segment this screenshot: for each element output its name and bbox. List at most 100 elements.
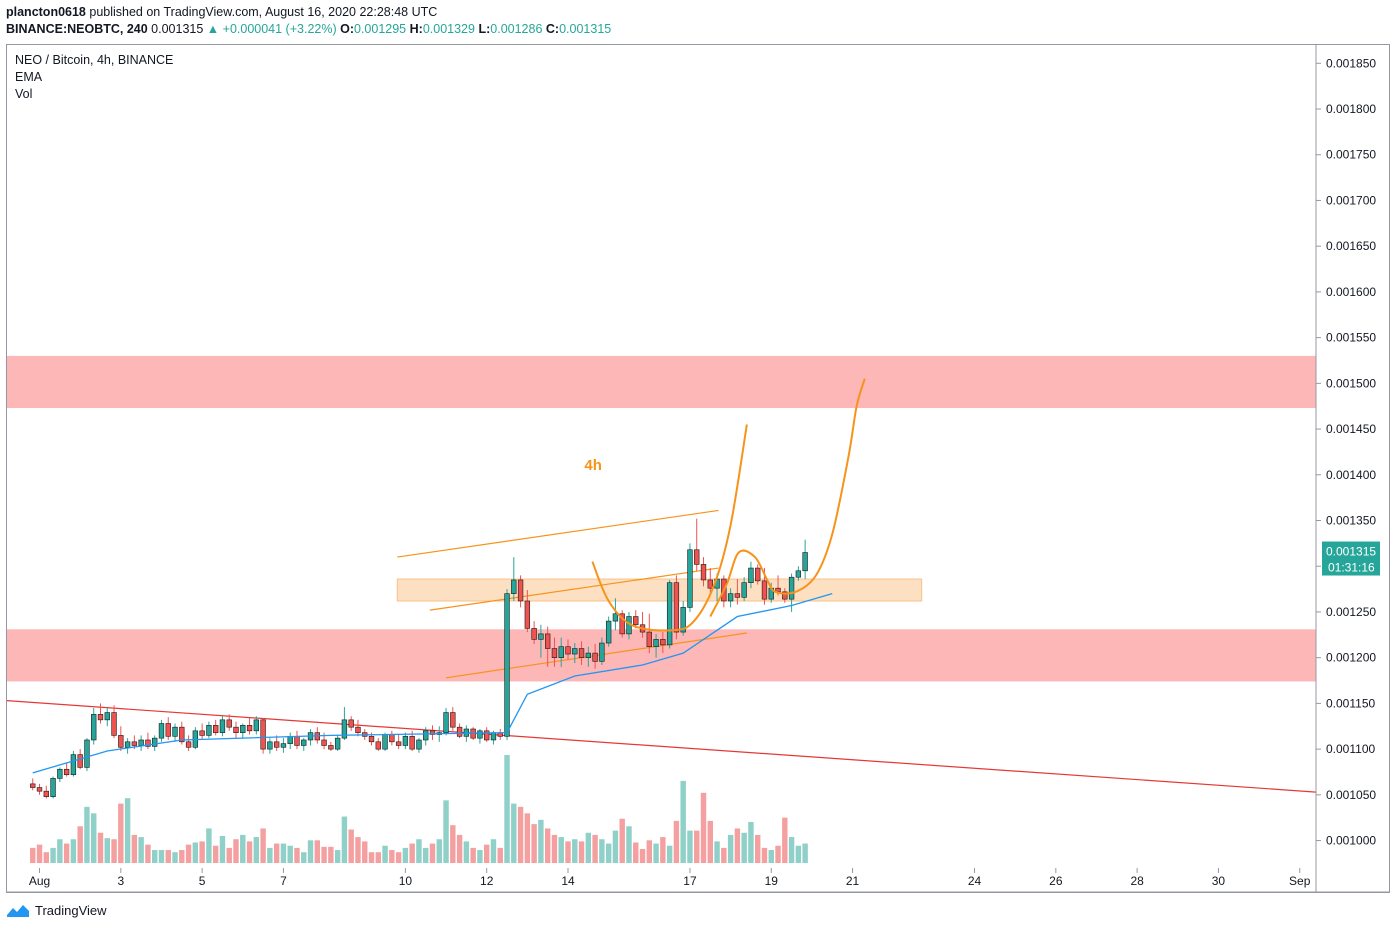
- volume-bar: [314, 840, 321, 863]
- channel-mid-trendline: [429, 567, 719, 611]
- candle-body: [63, 768, 70, 776]
- candle-body: [490, 732, 497, 741]
- time-tick-label: 12: [480, 874, 494, 888]
- candle-body: [748, 567, 754, 583]
- last-price: 0.001315: [151, 22, 204, 36]
- candle-body: [158, 723, 165, 739]
- volume-bar: [226, 847, 232, 863]
- volume-bar: [483, 844, 490, 863]
- volume-bar: [111, 839, 117, 863]
- volume-bar: [775, 845, 781, 863]
- candle-body: [429, 730, 436, 735]
- candle-body: [389, 734, 395, 743]
- candle-body: [802, 552, 808, 572]
- candle-body: [395, 741, 402, 746]
- volume-bar: [301, 852, 307, 863]
- candle-body: [240, 725, 246, 733]
- volume-bar: [199, 841, 205, 863]
- volume-bar: [741, 832, 747, 863]
- volume-bar: [565, 841, 571, 863]
- volume-bar: [531, 824, 537, 863]
- legend-ema[interactable]: EMA: [15, 70, 43, 84]
- publish-header: plancton0618 published on TradingView.co…: [6, 4, 611, 38]
- volume-bar: [761, 847, 768, 863]
- resistance-zone: [7, 355, 1316, 409]
- volume-bar: [355, 837, 361, 863]
- candle-body: [653, 639, 659, 648]
- volume-bar: [572, 839, 578, 863]
- candle-body: [694, 549, 700, 565]
- time-tick-label: 14: [561, 874, 575, 888]
- candle-body: [423, 730, 429, 741]
- badge-price: 0.001315: [1326, 545, 1376, 559]
- candle-body: [734, 593, 741, 598]
- last-price-badge: 0.001315 01:31:16: [1322, 541, 1380, 576]
- volume-bar: [131, 834, 138, 863]
- time-tick-label: Aug: [29, 874, 50, 888]
- price-tick-label: 0.001200: [1326, 651, 1376, 665]
- volume-bar: [666, 845, 673, 863]
- candle-body: [545, 633, 551, 649]
- price-tick-label: 0.001250: [1326, 605, 1376, 619]
- candle-body: [585, 652, 591, 658]
- candle-body: [199, 730, 205, 736]
- candle-body: [43, 790, 49, 797]
- legend-vol[interactable]: Vol: [15, 87, 33, 101]
- volume-bar: [402, 847, 409, 863]
- candle-body: [402, 736, 409, 746]
- time-tick-label: 7: [280, 874, 287, 888]
- candle-body: [456, 726, 463, 737]
- candle-body: [30, 783, 36, 788]
- volume-bar: [707, 820, 713, 863]
- channel-top-trendline: [397, 509, 719, 558]
- candle-body: [687, 549, 693, 608]
- legend-title[interactable]: NEO / Bitcoin, 4h, BINANCE: [15, 53, 174, 67]
- volume-bar: [43, 852, 50, 863]
- volume-bar: [97, 832, 104, 863]
- price-tick-label: 0.001050: [1326, 788, 1376, 802]
- time-tick-label: 24: [968, 874, 982, 888]
- trendlines-layer: [6, 509, 1317, 793]
- volume-bar: [253, 837, 260, 863]
- volume-bar: [84, 806, 90, 863]
- candle-body: [260, 719, 266, 750]
- footer-brand[interactable]: TradingView: [6, 902, 107, 918]
- volume-bar: [578, 841, 585, 863]
- candle-body: [409, 736, 415, 750]
- candle-body: [50, 778, 56, 797]
- candle-body: [165, 723, 171, 737]
- candle-body: [355, 726, 361, 733]
- volume-bar: [341, 816, 348, 863]
- volume-bar: [497, 847, 503, 863]
- price-tick-label: 0.001800: [1326, 102, 1376, 116]
- candle-body: [267, 741, 273, 750]
- volume-bar: [477, 850, 483, 863]
- volume-bar: [619, 818, 625, 863]
- candle-body: [70, 754, 77, 776]
- candle-body: [253, 719, 260, 732]
- candle-body: [382, 734, 388, 750]
- volume-bar: [660, 837, 666, 863]
- volume-bar: [592, 834, 598, 863]
- publisher-username[interactable]: plancton0618: [6, 5, 86, 19]
- low-label: L:: [478, 22, 491, 36]
- volume-bar: [158, 850, 165, 863]
- close-label: C:: [545, 22, 560, 36]
- volume-bar: [795, 845, 802, 863]
- volume-bar: [151, 850, 158, 863]
- price-tick-label: 0.001350: [1326, 514, 1376, 528]
- symbol-ohlc-line: BINANCE:NEOBTC, 240 0.001315 ▲ +0.000041…: [6, 21, 611, 38]
- volume-bar: [273, 843, 280, 863]
- candle-body: [375, 741, 381, 750]
- candle-body: [450, 712, 456, 728]
- price-change: ▲ +0.000041 (+3.22%): [206, 22, 337, 36]
- candle-body: [531, 628, 537, 640]
- candle-body: [321, 739, 327, 746]
- candle-body: [368, 736, 375, 743]
- price-tick-label: 0.001550: [1326, 331, 1376, 345]
- volume-bar: [605, 843, 612, 863]
- volume-bar: [524, 813, 531, 863]
- volume-bar: [511, 803, 517, 863]
- volume-bar: [165, 850, 171, 863]
